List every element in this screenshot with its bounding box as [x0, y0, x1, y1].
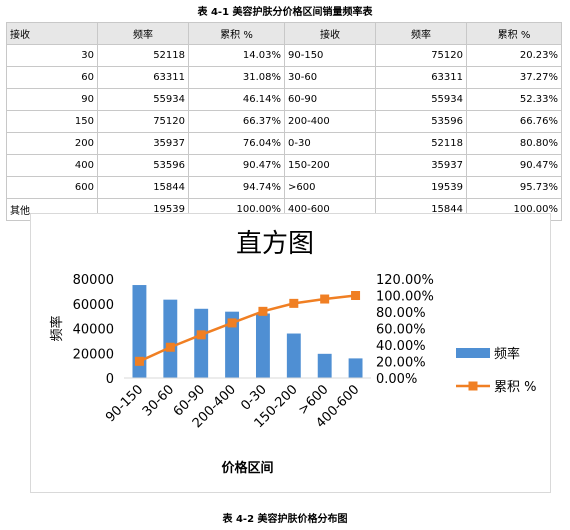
header-frequency: 频率: [97, 22, 189, 45]
table-cell: 30: [6, 44, 98, 67]
table-cell: 52118: [375, 132, 467, 155]
header-cumulative: 累积 %: [188, 22, 285, 45]
table-cell: 35937: [375, 154, 467, 177]
chart-caption: 表 4-2 美容护肤价格分布图: [222, 514, 348, 525]
y-right-tick-label: 100.00%: [376, 290, 434, 305]
header-receive: 接收: [6, 22, 98, 45]
table-cell: 15844: [97, 176, 189, 199]
cumulative-point-400-600: [351, 291, 361, 300]
table-cell: 60: [6, 66, 98, 89]
cumulative-line: [138, 294, 356, 363]
table-cell: 35937: [97, 132, 189, 155]
table-row: 200 35937 76.04% 0-30 52118 80.80%: [6, 132, 562, 155]
table-cell: 19539: [375, 176, 467, 199]
table-cell: 37.27%: [466, 66, 562, 89]
table-cell: 53596: [97, 154, 189, 177]
header-frequency-sorted: 频率: [375, 22, 467, 45]
table-cell: 30-60: [284, 66, 376, 89]
y-right-tick-label: 20.00%: [376, 356, 426, 371]
cumulative-point-30-60: [165, 342, 175, 352]
table-cell: 66.37%: [188, 110, 285, 133]
table-cell: 600: [6, 176, 98, 199]
x-tick-label: 90-150: [103, 382, 146, 425]
cumulative-point-0-30: [258, 306, 268, 316]
table-cell: 150: [6, 110, 98, 133]
legend-marker-cumulative: [468, 381, 478, 391]
legend-swatch-frequency: [456, 348, 490, 358]
bar->600: [317, 353, 332, 378]
bar-90-150: [132, 285, 147, 378]
table-cell: 90.47%: [466, 154, 562, 177]
bar-400-600: [348, 358, 363, 378]
x-tick-label: 30-60: [140, 382, 177, 419]
table-cell: 52118: [97, 44, 189, 67]
table-cell: 20.23%: [466, 44, 562, 67]
table-cell: 55934: [97, 88, 189, 111]
table-cell: 63311: [375, 66, 467, 89]
cumulative-point->600: [320, 294, 330, 304]
table-cell: 55934: [375, 88, 467, 111]
frequency-table: 接收 频率 累积 % 接收 频率 累积 % 30 52118 14.03% 90-15…: [6, 22, 562, 221]
y-left-tick-label: 0: [106, 372, 114, 387]
table-cell: 200: [6, 132, 98, 155]
bar-150-200: [286, 333, 301, 378]
table-caption: 表 4-1 美容护肤分价格区间销量频率表: [197, 7, 373, 18]
table-cell: >600: [284, 176, 376, 199]
table-cell: 0-30: [284, 132, 376, 155]
table-row: 600 15844 94.74% >600 19539 95.73%: [6, 176, 562, 199]
table-row: 400 53596 90.47% 150-200 35937 90.47%: [6, 154, 562, 177]
table-cell: 90: [6, 88, 98, 111]
y-right-tick-label: 60.00%: [376, 323, 426, 338]
y-right-tick-label: 120.00%: [376, 273, 434, 288]
table-cell: 63311: [97, 66, 189, 89]
y-right-tick-label: 40.00%: [376, 339, 426, 354]
table-cell: 53596: [375, 110, 467, 133]
table-cell: 90-150: [284, 44, 376, 67]
y-left-tick-label: 80000: [73, 273, 114, 288]
table-cell: 31.08%: [188, 66, 285, 89]
table-header-row: 接收 频率 累积 % 接收 频率 累积 %: [6, 22, 562, 45]
header-cumulative-sorted: 累积 %: [466, 22, 562, 45]
y-right-tick-label: 80.00%: [376, 306, 426, 321]
table-cell: 66.76%: [466, 110, 562, 133]
table-row: 150 75120 66.37% 200-400 53596 66.76%: [6, 110, 562, 133]
cumulative-point-200-400: [227, 318, 237, 328]
table-cell: 75120: [375, 44, 467, 67]
table-cell: 90.47%: [188, 154, 285, 177]
legend-label-frequency: 频率: [494, 346, 520, 362]
y-axis-label: 频率: [49, 315, 65, 341]
table-cell: 76.04%: [188, 132, 285, 155]
chart-title: 直方图: [236, 229, 314, 259]
table-cell: 80.80%: [466, 132, 562, 155]
table-cell: 75120: [97, 110, 189, 133]
bar-60-90: [194, 308, 209, 378]
bar-30-60: [163, 299, 178, 378]
table-cell: 14.03%: [188, 44, 285, 67]
bar-0-30: [255, 313, 270, 378]
y-left-tick-label: 20000: [73, 347, 114, 362]
cumulative-point-60-90: [196, 330, 206, 340]
y-right-tick-label: 0.00%: [376, 372, 417, 387]
legend-label-cumulative: 累积 %: [494, 380, 537, 395]
histogram-chart: 直方图 0 20000 40000 60000 80000 0.00% 20.00% 40.00…: [30, 213, 551, 493]
table-row: 30 52118 14.03% 90-150 75120 20.23%: [6, 44, 562, 67]
table-cell: 95.73%: [466, 176, 562, 199]
table-row: 60 63311 31.08% 30-60 63311 37.27%: [6, 66, 562, 89]
x-axis-label: 价格区间: [221, 460, 273, 476]
y-left-tick-label: 60000: [73, 298, 114, 313]
cumulative-point-90-150: [134, 356, 144, 366]
table-cell: 400: [6, 154, 98, 177]
histogram-svg: 直方图 0 20000 40000 60000 80000 0.00%20.00% 40.00…: [49, 229, 537, 476]
table-cell: 94.74%: [188, 176, 285, 199]
y-left-tick-label: 40000: [73, 323, 114, 338]
cumulative-point-150-200: [289, 298, 299, 308]
bar-200-400: [225, 311, 240, 378]
table-cell: 150-200: [284, 154, 376, 177]
table-cell: 46.14%: [188, 88, 285, 111]
header-receive-sorted: 接收: [284, 22, 376, 45]
table-cell: 60-90: [284, 88, 376, 111]
table-cell: 200-400: [284, 110, 376, 133]
table-cell: 52.33%: [466, 88, 562, 111]
table-row: 90 55934 46.14% 60-90 55934 52.33%: [6, 88, 562, 111]
